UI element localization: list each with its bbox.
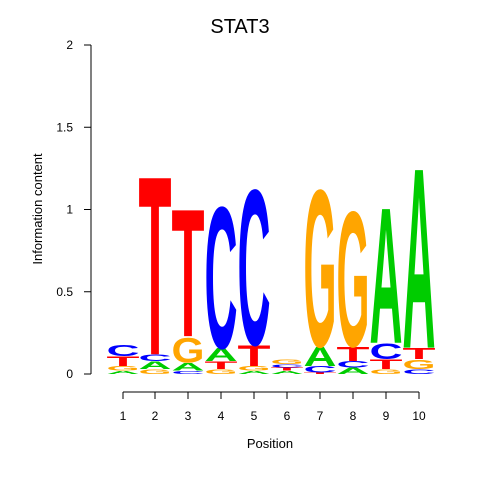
y-axis-label: Information content: [30, 153, 45, 265]
x-tick-label: 1: [120, 409, 127, 423]
logo-letter: G: [107, 365, 140, 372]
logo-letter: C: [139, 353, 172, 363]
x-tick-label: 8: [350, 409, 357, 423]
logo-letter: T: [337, 342, 370, 365]
logo-letter: G: [271, 358, 304, 365]
chart-title: STAT3: [210, 16, 269, 38]
x-tick-label: 6: [284, 409, 291, 423]
logo-letter: T: [205, 359, 238, 372]
logo-letter: A: [107, 370, 140, 375]
logo-letter: C: [304, 364, 337, 374]
logo-letter: A: [205, 345, 238, 365]
logo-letter: G: [139, 368, 172, 375]
y-axis: 0 0.5 1 1.5 2: [56, 38, 92, 381]
logo-letter: C: [172, 370, 205, 375]
logo-letter: G: [403, 357, 436, 372]
logo-letter: C: [403, 368, 436, 376]
logo-letter: T: [139, 125, 172, 410]
y-tick-label: 0: [66, 367, 73, 381]
logo-letter: T: [304, 372, 337, 375]
logo-letter: T: [370, 357, 403, 372]
x-tick-label: 5: [251, 409, 258, 423]
logo-letter: T: [107, 354, 140, 369]
x-tick-label: 7: [317, 409, 324, 423]
x-tick-label: 10: [412, 409, 426, 423]
logo-letter: G: [370, 368, 403, 375]
logo-letter: G: [238, 365, 271, 372]
logo-letter: C: [107, 342, 140, 359]
logo-letter: T: [403, 345, 436, 363]
logo-letter: A: [370, 167, 403, 385]
logo-letter: A: [337, 366, 370, 376]
logo-letter: T: [271, 367, 304, 372]
logo-letter: C: [337, 359, 370, 369]
logo-letter: C: [370, 339, 403, 364]
logo-letter: T: [238, 340, 271, 373]
logo-letter: C: [205, 166, 238, 392]
x-axis-label: Position: [247, 436, 293, 451]
x-tick-label: 3: [185, 409, 192, 423]
y-tick-label: 0.5: [56, 285, 73, 299]
logo-letter: A: [139, 359, 172, 372]
logo-letter: A: [238, 370, 271, 375]
x-tick-label: 9: [383, 409, 390, 423]
logo-letter: A: [271, 370, 304, 375]
y-tick-label: 1: [66, 203, 73, 217]
logo-letter: G: [205, 368, 238, 375]
logo-letter: G: [337, 171, 370, 388]
x-axis: 1 2 3 4 5 6 7 8 9 10: [120, 391, 426, 423]
logo-letter: A: [304, 341, 337, 372]
logo-letter: G: [172, 332, 205, 371]
logo-letter: C: [238, 145, 271, 393]
y-tick-label: 1.5: [56, 120, 73, 134]
x-tick-label: 2: [152, 409, 159, 423]
x-tick-label: 4: [218, 409, 225, 423]
y-tick-label: 2: [66, 38, 73, 52]
logo-letter: G: [304, 145, 337, 395]
logo-letter: C: [271, 363, 304, 368]
logo-letter: A: [172, 361, 205, 374]
logo-letter: A: [403, 115, 436, 403]
logo-letter: T: [172, 171, 205, 376]
